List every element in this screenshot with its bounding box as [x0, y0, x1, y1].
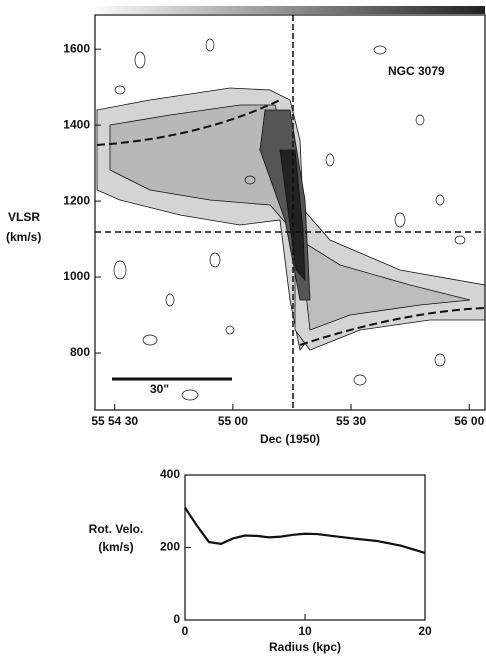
y-label: VLSR	[8, 210, 40, 224]
plot-frame	[184, 474, 426, 621]
y-tick-label: 200	[160, 540, 180, 554]
x-label: Radius (kpc)	[269, 640, 341, 654]
x-tick-label: 10	[298, 624, 312, 638]
y-tick-label: 1200	[63, 193, 90, 207]
y-label-unit: (km/s)	[98, 540, 133, 554]
annotation: NGC 3079	[388, 64, 445, 78]
y-tick-label: 1000	[63, 269, 90, 283]
y-tick-label: 400	[160, 467, 180, 481]
y-tick-label: 800	[70, 345, 90, 359]
x-tick-label: 56 00	[454, 414, 484, 428]
y-label-unit: (km/s)	[6, 230, 41, 244]
emission-contours	[96, 38, 486, 401]
x-tick-label: 55 30	[336, 414, 366, 428]
y-tick-label: 1400	[63, 117, 90, 131]
scale-label: 30"	[150, 382, 169, 396]
x-tick-label: 55 54 30	[91, 414, 138, 428]
x-tick-label: 20	[418, 624, 432, 638]
x-tick-label: 0	[182, 624, 189, 638]
plot-frame	[94, 14, 486, 411]
line	[184, 507, 426, 554]
fit-curve	[96, 99, 281, 146]
colorbar	[95, 6, 485, 14]
y-label: Rot. Velo.	[89, 522, 144, 536]
x-label: Dec (1950)	[260, 432, 320, 446]
y-tick-label: 1600	[63, 41, 90, 55]
x-tick-label: 55 00	[218, 414, 248, 428]
fit-curve	[299, 307, 486, 346]
y-tick-label: 0	[173, 612, 180, 626]
